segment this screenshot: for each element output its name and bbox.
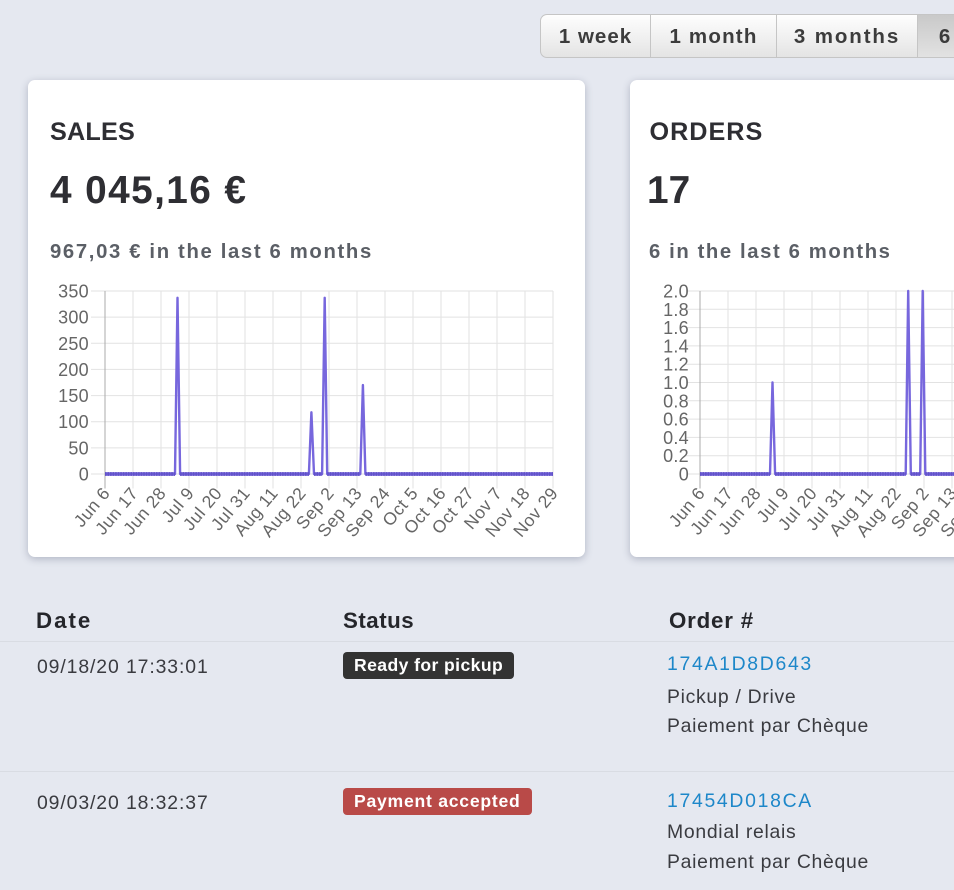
svg-text:0.6: 0.6 [663,410,689,430]
svg-text:0: 0 [79,465,89,485]
svg-text:1.4: 1.4 [663,336,689,356]
svg-text:1.8: 1.8 [663,300,689,320]
svg-text:1.2: 1.2 [663,355,689,375]
svg-text:350: 350 [58,282,89,302]
svg-text:250: 250 [58,334,89,354]
svg-text:0: 0 [679,465,689,485]
svg-text:200: 200 [58,360,89,380]
svg-text:2.0: 2.0 [663,282,689,302]
svg-text:300: 300 [58,308,89,328]
svg-text:1.0: 1.0 [663,373,689,393]
svg-text:150: 150 [58,386,89,406]
svg-text:0.2: 0.2 [663,446,689,466]
svg-text:1.6: 1.6 [663,318,689,338]
svg-text:0.8: 0.8 [663,391,689,411]
svg-text:50: 50 [68,438,89,458]
svg-text:0.4: 0.4 [663,428,689,448]
svg-text:100: 100 [58,412,89,432]
